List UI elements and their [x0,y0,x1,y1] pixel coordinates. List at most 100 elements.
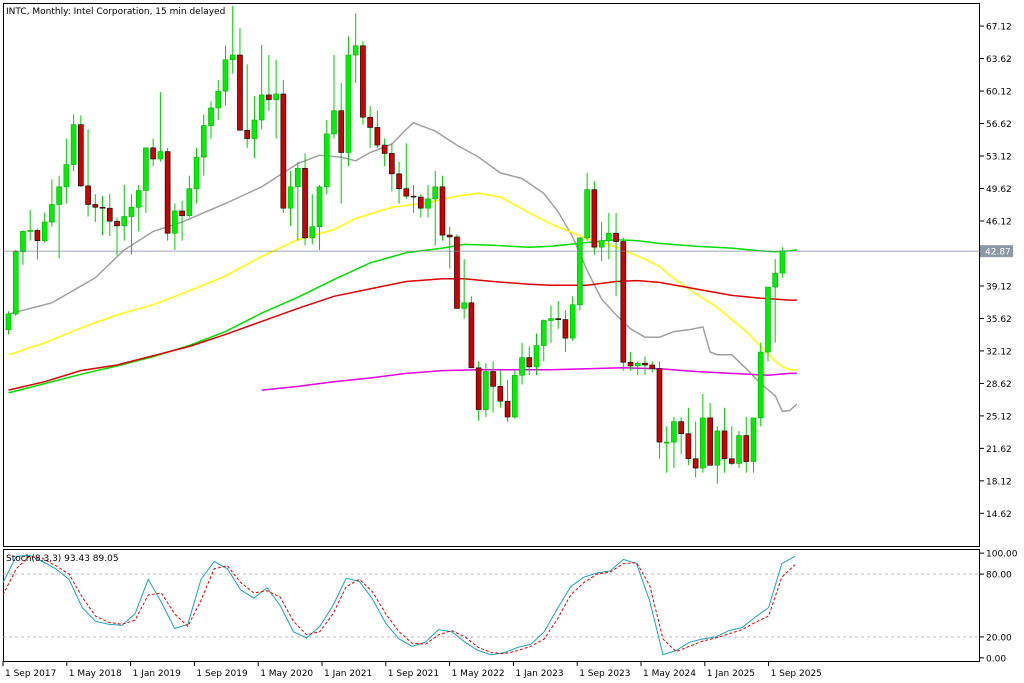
candle-body [367,116,373,128]
candle [548,305,554,343]
candle-body [222,59,229,92]
candle [512,370,518,419]
time-tick-label: 1 Sep 2017 [5,669,56,679]
stoch-series-line [2,554,796,656]
candle [34,228,41,260]
price-tick-label: 39.12 [986,282,1012,292]
candle-body [309,226,316,239]
candle-body [490,371,496,387]
candle-body [266,94,272,100]
candle [765,286,771,362]
candle [121,184,128,241]
candle-body [244,129,250,139]
candle [41,212,48,243]
candle [244,64,250,148]
candle [352,13,359,83]
price-tick-label: 60.12 [986,88,1012,98]
time-axis: 1 Sep 2017 1 May 2018 1 Jan 2019 1 Sep 2019… [2,661,822,679]
candle [533,333,540,376]
candle [302,153,308,246]
candle-body [548,318,554,321]
candle [179,200,185,241]
time-tick-label: 1 Jan 2023 [515,669,563,679]
candle [663,426,670,473]
candle [569,296,576,341]
candle-body [634,362,641,367]
candle-body [63,164,70,188]
candle-body [287,186,294,209]
candle [85,129,91,217]
candle-body [56,186,62,205]
candle [728,426,735,466]
candle [27,210,33,241]
time-tick-label: 1 Sep 2023 [579,669,630,679]
candle-body [273,93,279,100]
candle [186,175,193,218]
candle [779,247,786,278]
time-tick-label: 1 May 2022 [452,669,505,679]
candle-body [779,250,786,274]
candle [143,147,149,213]
current-price-marker: 42.87 [3,245,1013,258]
time-tick-label: 1 May 2018 [69,669,122,679]
stoch-series-line [2,555,796,655]
time-tick-label: 1 Sep 2025 [771,669,822,679]
candle [757,342,764,427]
moving-average-line [8,192,797,371]
candle-body [555,318,562,320]
candle-body [150,147,156,160]
time-tick-label: 1 May 2020 [260,669,313,679]
candle [20,230,26,265]
candle [338,82,345,204]
candle [273,59,279,139]
candle [5,311,12,335]
price-tick-label: 21.62 [986,445,1012,455]
main-price-axis: 67.12 63.62 60.12 56.62 53.12 49.62 46.12 39.12… [980,23,1012,520]
time-tick-label: 1 Jan 2019 [133,669,181,679]
candle [381,138,388,167]
candle [193,147,200,204]
candle-body [540,320,547,346]
candle [700,393,706,473]
candlesticks [5,5,786,484]
moving-average-line [261,367,797,391]
candle-body [41,221,48,241]
candle-body [193,156,200,189]
candle-body [92,204,99,208]
candle-body [671,421,677,443]
candle [750,417,757,473]
candle [157,92,164,162]
candle [584,172,590,241]
candle [526,346,533,376]
candle-body [526,357,533,368]
candle [99,196,106,236]
candle [295,161,301,241]
price-tick-label: 67.12 [986,23,1012,33]
candle [410,184,417,213]
candle [685,407,692,466]
candle-body [483,371,489,410]
candle [114,217,120,256]
candle-body [157,151,164,160]
candle-body [685,433,692,460]
candle-body [186,188,193,216]
candle-body [432,186,439,200]
candle [237,28,243,131]
candle [425,184,431,218]
candle-body [99,206,106,209]
candle-body [707,417,713,466]
candle [367,106,373,148]
candle [555,300,562,329]
candle [208,101,214,139]
stoch-tick-label: 80.00 [986,571,1012,581]
current-price-label: 42.87 [985,248,1011,258]
candle-body [128,206,135,217]
candle-body [468,302,475,369]
candle-body [229,54,236,60]
candle [577,237,583,311]
candle-body [403,188,410,197]
candle-body [620,241,627,363]
candle [591,181,598,255]
candle-body [237,54,243,131]
candle [360,41,366,125]
